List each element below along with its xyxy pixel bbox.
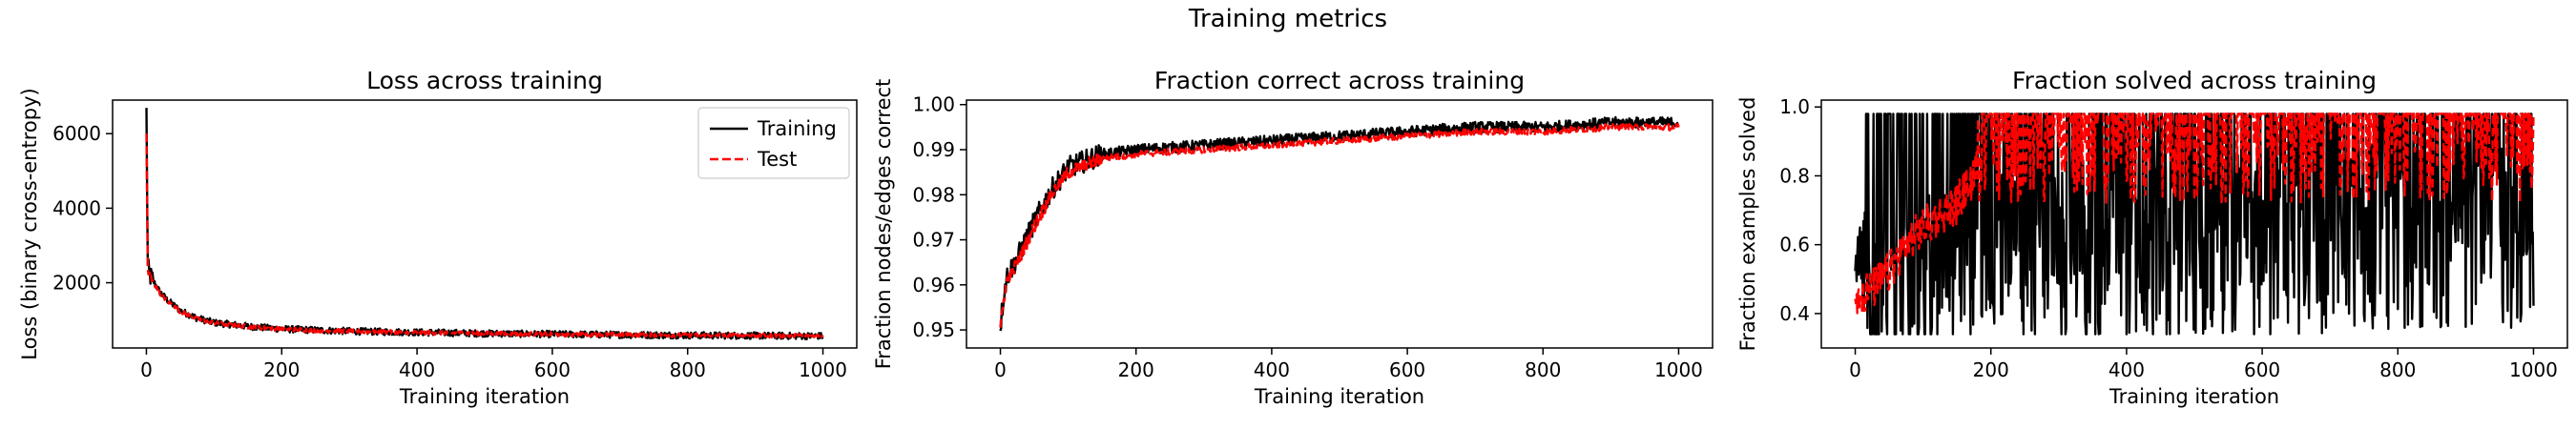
figure-suptitle: Training metrics — [1188, 5, 1387, 33]
y-tick-label: 0.98 — [912, 183, 955, 206]
y-tick-label: 0.95 — [912, 318, 955, 341]
series-line-training — [999, 115, 1680, 332]
charts-group: Loss across training 0 200 400 600 800 1000 200… — [18, 67, 2568, 408]
x-axis-label: Training iteration — [2109, 385, 2279, 408]
chart-3: Fraction solved across training 0 200 400 60… — [1736, 67, 2568, 408]
y-tick-label: 0.8 — [1779, 164, 1810, 187]
y-tick-label: 0.97 — [912, 229, 955, 252]
y-axis-label: Fraction examples solved — [1736, 97, 1759, 352]
axes-frame — [112, 99, 858, 349]
x-tick-label: 400 — [399, 358, 435, 381]
x-tick-label: 0 — [994, 358, 1007, 381]
x-axis-label: Training iteration — [399, 385, 570, 408]
plot-area — [1854, 112, 2535, 336]
chart-title: Fraction solved across training — [2012, 67, 2377, 94]
chart-title: Fraction correct across training — [1154, 67, 1525, 94]
series-line-test — [999, 122, 1680, 328]
axes-frame — [1820, 99, 2568, 349]
x-tick-label: 1000 — [1654, 358, 1703, 381]
x-tick-label: 800 — [670, 358, 706, 381]
legend-label-training: Training — [757, 117, 837, 140]
y-tick-label: 1.0 — [1779, 95, 1810, 118]
x-tick-label: 0 — [1849, 358, 1861, 381]
plot-area — [145, 108, 824, 341]
x-tick-label: 600 — [2244, 358, 2280, 381]
x-tick-label: 400 — [2109, 358, 2145, 381]
y-tick-label: 0.99 — [912, 138, 955, 161]
y-tick-label: 0.6 — [1779, 234, 1810, 256]
chart-title: Loss across training — [366, 67, 603, 94]
legend-label-test: Test — [757, 148, 797, 171]
plot-area — [999, 115, 1680, 332]
x-tick-label: 600 — [1389, 358, 1425, 381]
x-tick-label: 400 — [1254, 358, 1290, 381]
x-tick-label: 200 — [263, 358, 300, 381]
chart-2: Fraction correct across training 0 200 400 6… — [872, 67, 1714, 408]
series-line-test — [1854, 112, 2535, 315]
y-tick-label: 0.4 — [1779, 302, 1810, 325]
x-tick-label: 600 — [534, 358, 571, 381]
y-tick-label: 4000 — [52, 196, 101, 219]
x-tick-label: 1000 — [799, 358, 847, 381]
y-tick-label: 2000 — [52, 272, 101, 295]
y-tick-label: 1.00 — [912, 93, 955, 116]
chart-1: Loss across training 0 200 400 600 800 1000 200… — [18, 67, 858, 408]
x-tick-label: 0 — [140, 358, 153, 381]
legend-box — [697, 107, 850, 179]
x-axis-label: Training iteration — [1254, 385, 1424, 408]
series-line-test — [145, 133, 824, 339]
x-tick-label: 200 — [1973, 358, 2009, 381]
axes-frame — [966, 99, 1714, 349]
y-axis-label: Fraction nodes/edges correct — [872, 79, 895, 370]
x-tick-label: 200 — [1118, 358, 1154, 381]
x-tick-label: 800 — [1525, 358, 1561, 381]
y-tick-label: 6000 — [52, 122, 101, 145]
y-tick-label: 0.96 — [912, 274, 955, 296]
x-tick-label: 800 — [2379, 358, 2416, 381]
x-tick-label: 1000 — [2509, 358, 2558, 381]
legend: Training Test — [697, 107, 850, 179]
y-axis-label: Loss (binary cross-entropy) — [18, 88, 41, 359]
